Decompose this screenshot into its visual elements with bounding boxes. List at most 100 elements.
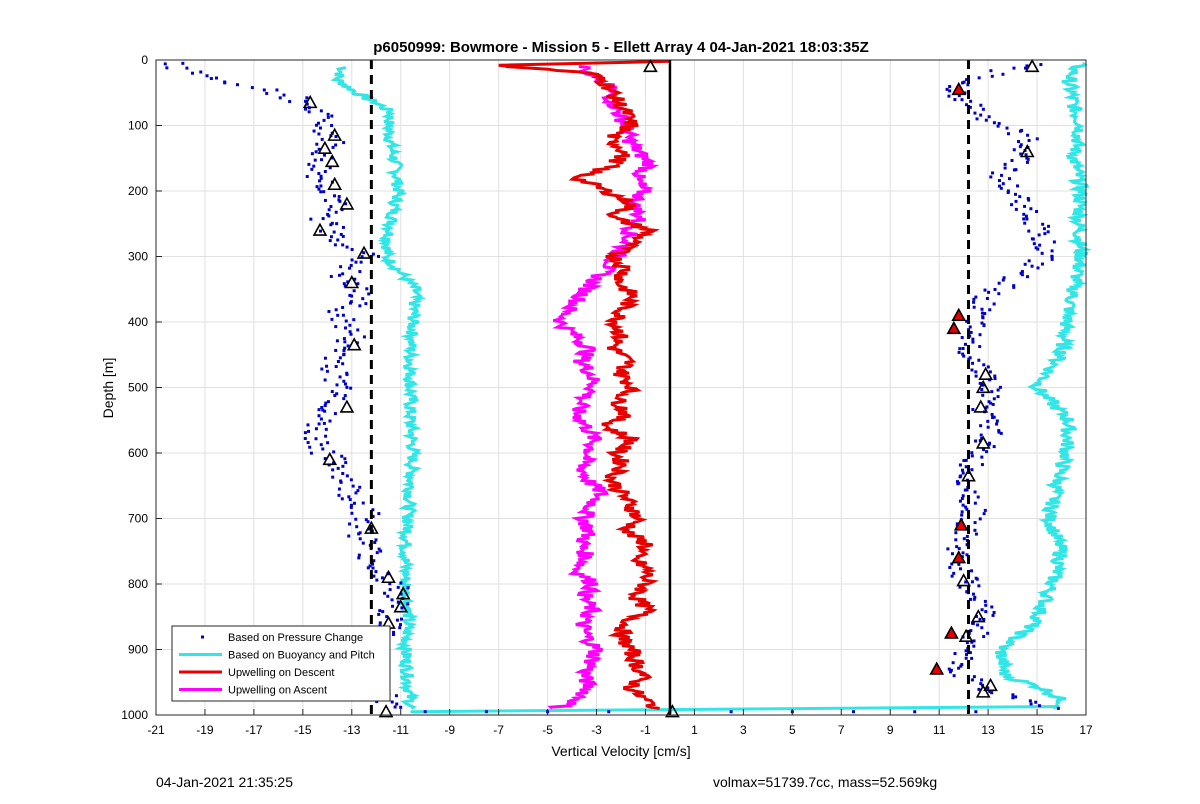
legend-label: Based on Buoyancy and Pitch xyxy=(228,650,375,662)
pressure-point-right xyxy=(966,83,970,87)
pressure-point-left xyxy=(358,485,362,489)
pressure-point-left xyxy=(357,556,361,560)
pressure-point-right xyxy=(965,641,969,645)
pressure-point-right xyxy=(983,288,987,292)
pressure-point-right xyxy=(996,124,1000,128)
axes-layer: -21 -19 -17 -15 -13 -11 -9 -7 -5 -3 -1 1 3 5 7 9 11 13 15 1… xyxy=(121,53,1093,737)
pressure-point-left xyxy=(288,100,292,104)
pressure-point-right xyxy=(971,592,975,596)
pressure-point-left xyxy=(334,143,338,147)
pressure-point-right xyxy=(1027,138,1031,142)
pressure-point-right xyxy=(1014,207,1018,211)
pressure-point-right xyxy=(1006,190,1010,194)
pressure-point-left xyxy=(314,150,318,154)
pressure-point-left xyxy=(265,91,269,95)
pressure-point-right xyxy=(963,488,967,492)
pressure-point-right xyxy=(970,580,974,584)
pressure-point-left xyxy=(262,88,266,92)
pressure-point-left xyxy=(320,137,324,141)
pressure-point-right xyxy=(980,683,984,687)
pressure-point-left xyxy=(330,123,334,127)
pressure-point-left xyxy=(346,280,350,284)
pressure-point-right xyxy=(1029,207,1033,211)
pressure-point-left xyxy=(348,266,352,270)
pressure-point-left xyxy=(336,238,340,242)
pressure-point-right xyxy=(997,179,1001,183)
pressure-point-left xyxy=(305,175,309,179)
x-tick-label: 11 xyxy=(933,723,946,737)
pressure-point-right xyxy=(993,374,997,378)
pressure-point-right xyxy=(1005,126,1009,130)
pressure-point-left xyxy=(330,390,334,394)
pressure-point-left xyxy=(342,141,346,145)
pressure-point-right xyxy=(990,691,994,695)
pressure-point-right xyxy=(965,319,969,323)
pressure-point-right xyxy=(977,584,981,588)
pressure-point-left xyxy=(343,457,347,461)
pressure-point-right xyxy=(948,85,952,89)
pressure-point-right xyxy=(960,496,964,500)
pressure-point-right xyxy=(997,121,1001,125)
pressure-point-left xyxy=(319,443,323,447)
pressure-point-right xyxy=(956,482,960,486)
pressure-point-right xyxy=(952,674,956,678)
y-tick-label: 300 xyxy=(128,250,148,264)
pressure-point-left xyxy=(334,308,338,312)
pressure-point-right xyxy=(1042,227,1046,231)
pressure-point-right xyxy=(1003,166,1007,170)
x-tick-label: -9 xyxy=(444,723,455,737)
triangle-marker xyxy=(381,569,396,584)
pressure-point-right xyxy=(964,656,968,660)
x-tick-label: -21 xyxy=(147,723,165,737)
pressure-point-left xyxy=(374,538,378,542)
pressure-point-bottom xyxy=(607,710,611,714)
pressure-point-left xyxy=(341,313,345,317)
pressure-point-right xyxy=(972,644,976,648)
pressure-point-left xyxy=(380,576,384,580)
pressure-point-left xyxy=(367,527,371,531)
pressure-point-left xyxy=(326,441,330,445)
pressure-point-right xyxy=(958,463,962,467)
pressure-point-left xyxy=(361,297,365,301)
triangle-marker xyxy=(324,153,340,168)
pressure-point-left xyxy=(390,598,394,602)
pressure-point-right xyxy=(1040,251,1044,255)
pressure-point-right xyxy=(962,354,966,358)
legend-label: Upwelling on Ascent xyxy=(228,685,327,697)
pressure-point-right xyxy=(981,393,985,397)
pressure-point-right xyxy=(986,365,990,369)
pressure-point-left xyxy=(361,501,365,505)
pressure-point-right xyxy=(993,287,997,291)
triangle-marker xyxy=(929,661,945,675)
pressure-point-right xyxy=(984,406,988,410)
pressure-point-left xyxy=(349,505,353,509)
pressure-point-right xyxy=(1016,184,1020,188)
pressure-point-left xyxy=(345,474,349,478)
pressure-point-left xyxy=(388,582,392,586)
pressure-point-left xyxy=(319,417,323,421)
x-tick-label: 7 xyxy=(838,723,845,737)
pressure-point-left xyxy=(368,564,372,568)
y-tick-label: 500 xyxy=(128,381,148,395)
pressure-point-right xyxy=(973,111,977,115)
pressure-point-left xyxy=(303,437,307,441)
pressure-point-right xyxy=(1011,696,1015,700)
pressure-point-right xyxy=(978,439,982,443)
pressure-point-left xyxy=(328,166,332,170)
pressure-point-right xyxy=(988,441,992,445)
pressure-point-right xyxy=(1050,255,1054,259)
pressure-point-left xyxy=(223,81,227,85)
pressure-point-left xyxy=(345,245,349,249)
pressure-point-left xyxy=(318,179,322,183)
pressure-point-right xyxy=(960,662,964,666)
pressure-point-right xyxy=(969,330,973,334)
pressure-point-left xyxy=(351,484,355,488)
pressure-point-right xyxy=(982,635,986,639)
pressure-point-left xyxy=(383,591,387,595)
pressure-point-right xyxy=(1000,173,1004,177)
pressure-point-bottom xyxy=(729,710,733,714)
pressure-point-left xyxy=(307,162,311,166)
pressure-point-left xyxy=(341,362,345,366)
pressure-point-right xyxy=(953,98,957,102)
